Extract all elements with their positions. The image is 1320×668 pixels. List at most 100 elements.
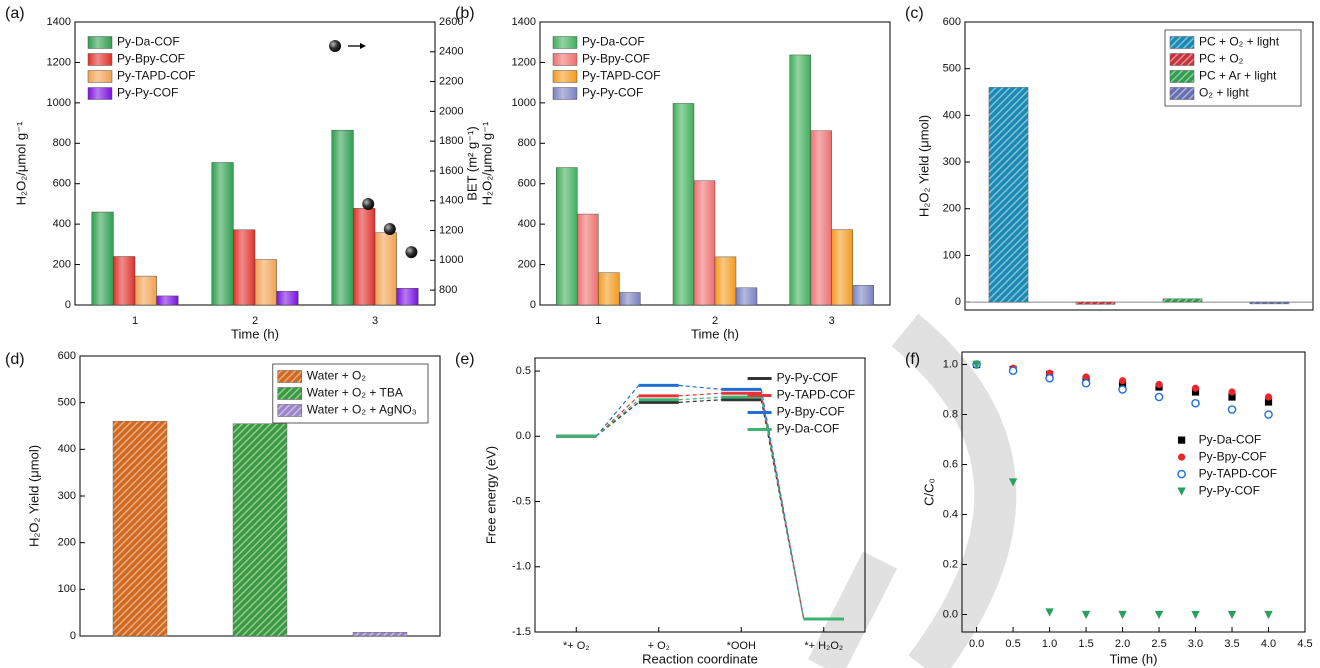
x-tick-label: 2: [252, 315, 258, 327]
legend-swatch: [552, 53, 578, 66]
x-axis-label: Time (h): [691, 326, 739, 341]
point: [1045, 608, 1054, 617]
y-tick-label: 100: [58, 583, 76, 595]
bar: [735, 287, 758, 306]
y-tick-label: 0.4: [943, 508, 958, 520]
y-tick-label: 500: [58, 397, 76, 409]
y-tick-label: 0.0: [516, 430, 531, 442]
point: [1045, 373, 1054, 383]
x-tick-label: 3: [372, 315, 378, 327]
legend-label: PC + O₂ + light: [1199, 35, 1280, 49]
y-tick-label: 0.6: [943, 458, 958, 470]
x-axis-label: Reaction coordinate: [642, 651, 758, 666]
x-tick-label: *OOH: [727, 640, 756, 652]
point: [1191, 388, 1200, 396]
bar: [232, 423, 288, 637]
legend-label: Py-Bpy-COF: [117, 52, 185, 66]
x-tick-label: 1: [132, 315, 138, 327]
plot-frame: [964, 21, 1314, 311]
bar: [598, 272, 620, 306]
bar: [789, 54, 811, 306]
legend-swatch: [1169, 87, 1195, 100]
x-tick-label: 0.0: [969, 638, 984, 650]
legend-label: Water + O₂: [307, 369, 367, 383]
point: [1264, 398, 1273, 406]
bar: [254, 259, 277, 306]
connector: [678, 392, 722, 397]
legend-marker: [1177, 487, 1186, 496]
x-axis-label: Time (h): [231, 326, 279, 341]
x-tick-label: 1.0: [1042, 638, 1057, 650]
bar: [233, 229, 256, 306]
y-tick-label: 1400: [47, 16, 71, 28]
bar: [331, 129, 354, 306]
y2-tick-label: 2200: [439, 75, 463, 87]
bar: [693, 180, 716, 306]
y2-tick-label: 1400: [439, 195, 463, 207]
x-tick-label: + O₂: [648, 640, 670, 652]
watermark-arc: [808, 551, 897, 668]
y-axis-label: H₂O₂ Yield (μmol): [26, 445, 41, 547]
y-tick-label: 1000: [512, 97, 536, 109]
y-tick-label: 200: [58, 537, 76, 549]
bar: [276, 291, 299, 306]
y-tick-label: 600: [53, 178, 71, 190]
y-axis-label: H₂O₂/μmol g⁻¹: [13, 121, 28, 205]
point: [1118, 380, 1127, 389]
legend-label: Py-TAPD-COF: [582, 69, 660, 83]
point: [1191, 398, 1200, 408]
legend-label: Py-Bpy-COF: [582, 52, 650, 66]
y2-tick-label: 1200: [439, 224, 463, 236]
y-tick-label: 500: [943, 63, 961, 75]
y2-tick-label: 1000: [439, 254, 463, 266]
y-tick-label: 0.8: [943, 408, 958, 420]
point: [1008, 478, 1018, 487]
point: [1118, 385, 1127, 394]
y-tick-label: 300: [943, 156, 961, 168]
point: [1155, 380, 1163, 389]
point: [1154, 392, 1164, 402]
legend-swatch: [552, 70, 578, 83]
point: [1008, 366, 1018, 376]
y-tick-label: -0.5: [512, 495, 531, 507]
connector: [760, 397, 805, 620]
legend-label: Py-TAPD-COF: [777, 388, 855, 402]
y-axis-label: H₂O₂ Yield (μmol): [916, 115, 931, 217]
point: [1081, 610, 1091, 620]
legend-swatch: [87, 36, 113, 49]
point: [1227, 405, 1237, 414]
point: [1228, 393, 1236, 401]
legend-swatch: [87, 87, 113, 100]
y-tick-label: 600: [58, 350, 76, 362]
legend-label: Py-Py-COF: [117, 86, 178, 100]
point: [1082, 373, 1090, 381]
y-axis-label: Free energy (eV): [483, 446, 498, 544]
x-tick-label: 2: [712, 315, 718, 327]
bar: [556, 167, 578, 306]
legend-label: Py-Py-COF: [777, 371, 838, 385]
y-tick-label: 400: [943, 109, 961, 121]
bet-point: [362, 198, 375, 211]
legend-marker: [1178, 436, 1186, 444]
bet-point: [383, 223, 396, 236]
legend-swatch: [1169, 70, 1195, 83]
bar: [374, 232, 397, 306]
panel-label: (a): [5, 5, 25, 22]
legend-label: Water + O₂ + AgNO₃: [307, 403, 417, 417]
y2-tick-label: 2600: [439, 16, 463, 28]
bar: [672, 103, 695, 306]
bar: [353, 208, 376, 306]
point: [1154, 610, 1164, 620]
point: [1191, 610, 1200, 620]
y-tick-label: 0: [530, 299, 536, 311]
bet-legend-arrowhead: [360, 43, 366, 49]
plot-frame: [961, 351, 1306, 633]
x-tick-label: 4.0: [1261, 638, 1276, 650]
legend-label: Py-Da-COF: [777, 422, 840, 436]
x-tick-label: 4.5: [1297, 638, 1312, 650]
y-tick-label: 0: [70, 630, 76, 642]
bar: [1249, 301, 1290, 305]
legend-swatch: [87, 70, 113, 83]
legend-swatch: [277, 404, 303, 417]
